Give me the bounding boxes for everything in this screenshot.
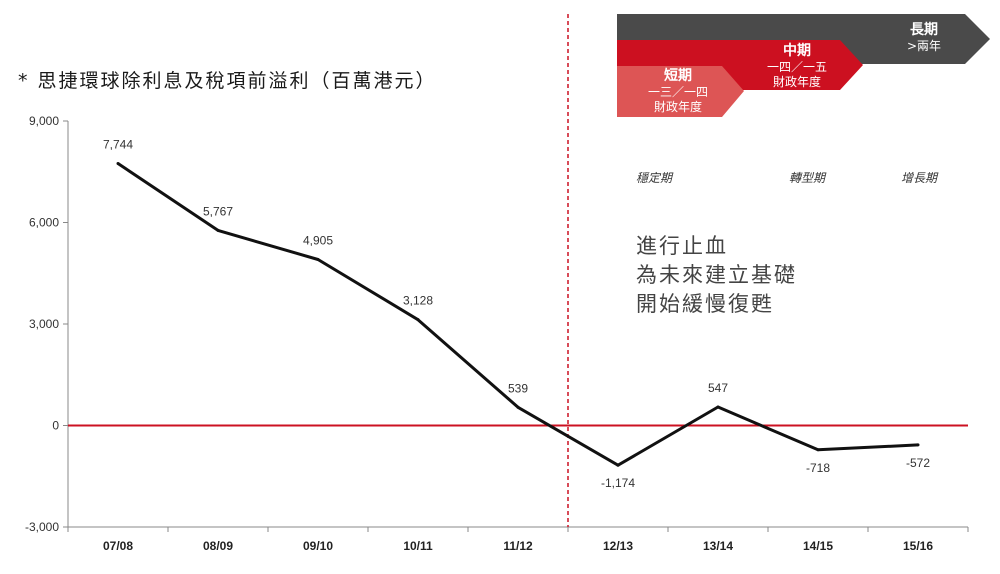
data-point <box>516 405 520 409</box>
long-term-title: 長期 <box>910 22 938 38</box>
x-tick-label: 14/15 <box>803 539 833 553</box>
title-text: 思捷環球除利息及稅項前溢利（百萬港元） <box>37 70 437 92</box>
x-tick-label: 08/09 <box>203 539 233 553</box>
y-tick-label: 0 <box>52 419 59 433</box>
chart-title: * 思捷環球除利息及稅項前溢利（百萬港元） <box>18 66 437 93</box>
y-tick-label: 6,000 <box>29 216 59 230</box>
data-label: 5,767 <box>203 204 233 218</box>
horizon-arrows <box>617 14 990 117</box>
short-term-label: 短期 一三／一四 財政年度 <box>632 68 724 115</box>
data-label: 4,905 <box>303 234 333 248</box>
x-tick-label: 07/08 <box>103 539 133 553</box>
strategy-annotation: 進行止血 為未來建立基礎 開始緩慢復甦 <box>636 232 797 319</box>
data-label: -572 <box>906 456 930 470</box>
x-tick-label: 10/11 <box>403 539 433 553</box>
x-tick-label: 09/10 <box>303 539 333 553</box>
title-marker: * <box>18 70 30 92</box>
y-tick-label: -3,000 <box>25 520 59 534</box>
data-point <box>316 258 320 262</box>
data-label: 3,128 <box>403 294 433 308</box>
x-tick-label: 15/16 <box>903 539 933 553</box>
data-point <box>116 161 120 165</box>
data-point <box>816 448 820 452</box>
short-term-arrow <box>617 66 744 117</box>
y-tick-label: 9,000 <box>29 114 59 128</box>
data-point <box>716 405 720 409</box>
annotation-line-3: 開始緩慢復甦 <box>636 292 774 316</box>
data-label: -1,174 <box>601 476 635 490</box>
data-point <box>416 318 420 322</box>
axes: -3,000 0 3,000 6,000 9,000 07/08 08/09 09/10 10/… <box>25 14 969 553</box>
data-label: 7,744 <box>103 137 133 151</box>
x-tick-label: 13/14 <box>703 539 733 553</box>
short-term-years: 一三／一四 <box>647 85 708 99</box>
phase-stabilize: 穩定期 <box>636 171 673 185</box>
short-term-title: 短期 <box>664 68 692 84</box>
annotation-line-2: 為未來建立基礎 <box>636 263 797 287</box>
mid-term-fiscal: 財政年度 <box>772 75 821 89</box>
y-tick-label: 3,000 <box>29 317 59 331</box>
short-term-fiscal: 財政年度 <box>653 100 702 114</box>
mid-term-years: 一四／一五 <box>766 60 827 74</box>
mid-term-label: 中期 一四／一五 財政年度 <box>752 43 842 90</box>
annotation-line-1: 進行止血 <box>636 234 728 258</box>
x-tick-label: 11/12 <box>503 539 533 553</box>
data-label: 547 <box>708 381 728 395</box>
phase-transform: 轉型期 <box>789 171 826 185</box>
phase-growth: 增長期 <box>901 171 938 185</box>
mid-term-title: 中期 <box>783 43 811 59</box>
data-point <box>616 463 620 467</box>
data-label: -718 <box>806 461 830 475</box>
long-term-period: >兩年 <box>906 39 942 53</box>
data-label: 539 <box>508 381 528 395</box>
data-point <box>916 443 920 447</box>
x-tick-label: 12/13 <box>603 539 633 553</box>
chart-marks: 7,744 5,767 4,905 3,128 539 -1,174 547 -718 -572 <box>103 137 930 490</box>
long-term-label: 長期 >兩年 <box>890 22 958 54</box>
data-point <box>216 228 220 232</box>
ebit-series-line <box>117 162 919 467</box>
